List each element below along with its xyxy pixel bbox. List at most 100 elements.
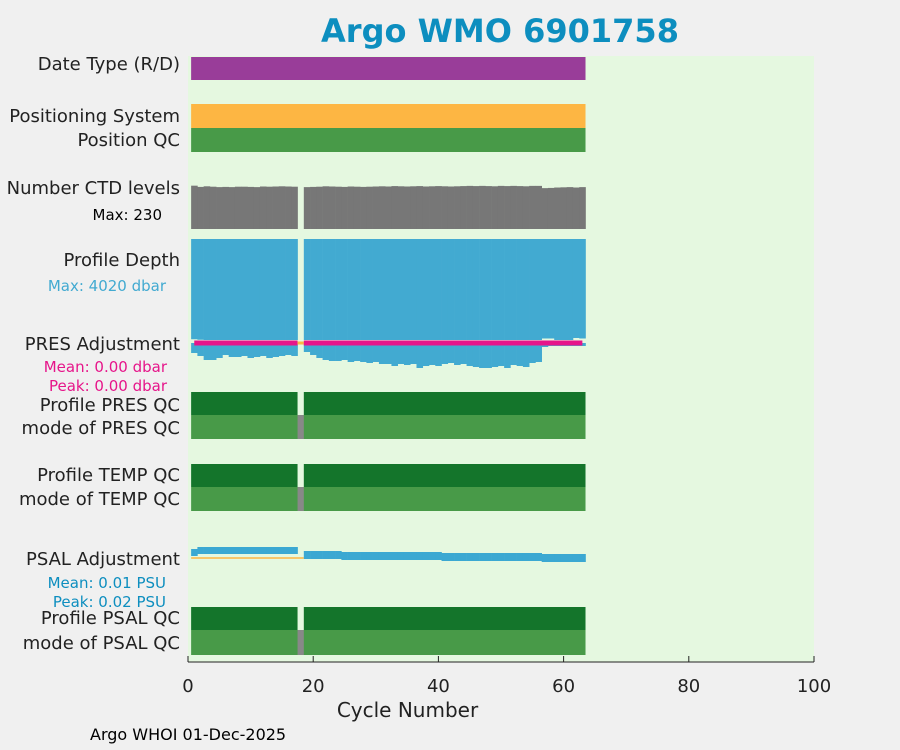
profile-depth-bar [285, 239, 292, 340]
pres-depth-bar [472, 343, 480, 367]
positioning-system-band [191, 104, 586, 128]
row-label-profile-psal-qc: Profile PSAL QC [41, 608, 180, 629]
psal-peak-label: Peak: 0.02 PSU [53, 593, 166, 611]
psal-adjustment-bar [360, 552, 367, 560]
psal-mean-label: Mean: 0.01 PSU [48, 574, 166, 592]
profile-depth-bar [272, 239, 280, 340]
ctd-levels-bar [547, 187, 555, 229]
ctd-levels-bar [191, 185, 198, 229]
row-label-mode-temp-qc: mode of TEMP QC [19, 489, 180, 510]
pres-depth-bar [429, 343, 436, 365]
psal-adjustment-bar [266, 547, 273, 554]
pres-depth-bar [485, 343, 492, 368]
row-label-mode-pres-qc: mode of PRES QC [22, 418, 180, 439]
psal-adjustment-bar [341, 552, 348, 560]
profile-depth-bar [422, 239, 430, 340]
psal-adjustment-bar [447, 553, 455, 561]
ctd-max-label: Max: 230 [93, 206, 162, 224]
pres-depth-bar [479, 343, 486, 368]
pres-depth-bar [209, 343, 217, 360]
pres-depth-bar [416, 343, 424, 368]
ctd-levels-bar [416, 186, 424, 229]
profile-depth-bar [203, 239, 211, 340]
ctd-levels-bar [479, 185, 486, 229]
profile-depth-bar [316, 239, 323, 340]
pres-depth-bar [253, 343, 261, 357]
profile-depth-bar [435, 239, 442, 340]
x-tick-label: 80 [677, 676, 700, 697]
pres-depth-bar [447, 343, 455, 363]
psal-adjustment-bar [472, 553, 480, 561]
profile-depth-bar [341, 239, 348, 340]
profile-depth-bar [328, 239, 336, 340]
profile-depth-bar [510, 239, 517, 340]
row-label-pres-adjustment: PRES Adjustment [25, 334, 180, 355]
ctd-levels-bar [435, 186, 442, 229]
ctd-levels-bar [266, 186, 273, 229]
ctd-levels-bar [529, 185, 536, 229]
psal-adjustment-bar [247, 547, 255, 554]
psal-adjustment-bar [422, 552, 430, 560]
ctd-levels-bar [560, 187, 568, 229]
row-label-profile-pres-qc: Profile PRES QC [40, 395, 180, 416]
ctd-levels-bar [497, 185, 505, 229]
psal-adjustment-bar [197, 547, 204, 554]
row-label-position-qc: Position QC [77, 130, 180, 151]
profile-depth-bar [209, 239, 217, 340]
ctd-levels-bar [209, 186, 217, 229]
ctd-levels-bar [285, 186, 292, 229]
profile-temp-qc-band-gap [297, 464, 304, 487]
profile-depth-bar [572, 239, 580, 338]
pres-depth-bar [241, 343, 248, 356]
pres-depth-bar [403, 343, 411, 365]
psal-adjustment-bar [403, 552, 411, 560]
ctd-levels-bar [272, 186, 280, 229]
ctd-levels-bar [566, 187, 574, 229]
ctd-levels-bar [485, 186, 492, 229]
profile-depth-bar [410, 239, 417, 340]
ctd-levels-bar [510, 185, 517, 229]
psal-adjustment-bar [259, 547, 267, 554]
profile-depth-bar [516, 239, 524, 340]
profile-depth-bar [504, 239, 511, 340]
profile-depth-bar [378, 239, 386, 340]
pres-depth-bar [360, 343, 367, 362]
ctd-levels-bar [472, 186, 480, 229]
row-label-profile-temp-qc: Profile TEMP QC [37, 465, 180, 486]
pres-depth-bar [529, 343, 536, 363]
ctd-levels-bar [347, 186, 355, 229]
profile-depth-bar [447, 239, 455, 340]
pres-depth-bar [303, 343, 311, 352]
profile-depth-bar [303, 239, 311, 340]
psal-adjustment-bar [441, 553, 449, 561]
ctd-levels-bar [372, 186, 380, 229]
row-label-positioning-system: Positioning System [9, 106, 180, 127]
profile-depth-bar [291, 239, 298, 340]
profile-pres-qc-band [191, 392, 586, 415]
pres-depth-bar [247, 343, 255, 358]
profile-depth-bar [397, 239, 405, 340]
psal-adjustment-bar [454, 553, 461, 561]
ctd-levels-bar [316, 186, 323, 229]
ctd-levels-bar [335, 186, 342, 229]
depth-max-label: Max: 4020 dbar [48, 277, 167, 295]
psal-adjustment-bar [209, 547, 217, 554]
mode-temp-qc-band-gap [297, 487, 304, 511]
profile-depth-bar [228, 239, 236, 340]
psal-adjustment-bar [397, 552, 405, 560]
ctd-levels-bar [441, 186, 449, 229]
psal-adjustment-bar [485, 553, 492, 561]
profile-depth-bar [310, 239, 317, 340]
pres-depth-bar [497, 343, 505, 366]
profile-depth-bar [547, 239, 555, 339]
position-qc-band [191, 128, 586, 152]
profile-depth-bar [366, 239, 373, 340]
psal-adjustment-bar [253, 547, 261, 554]
ctd-levels-bar [222, 186, 229, 229]
profile-pres-qc-band-gap [297, 392, 304, 415]
x-tick-label: 100 [797, 676, 831, 697]
profile-depth-bar [454, 239, 461, 340]
profile-depth-bar [197, 239, 204, 340]
pres-depth-bar [441, 343, 449, 364]
pres-depth-bar [397, 343, 405, 364]
